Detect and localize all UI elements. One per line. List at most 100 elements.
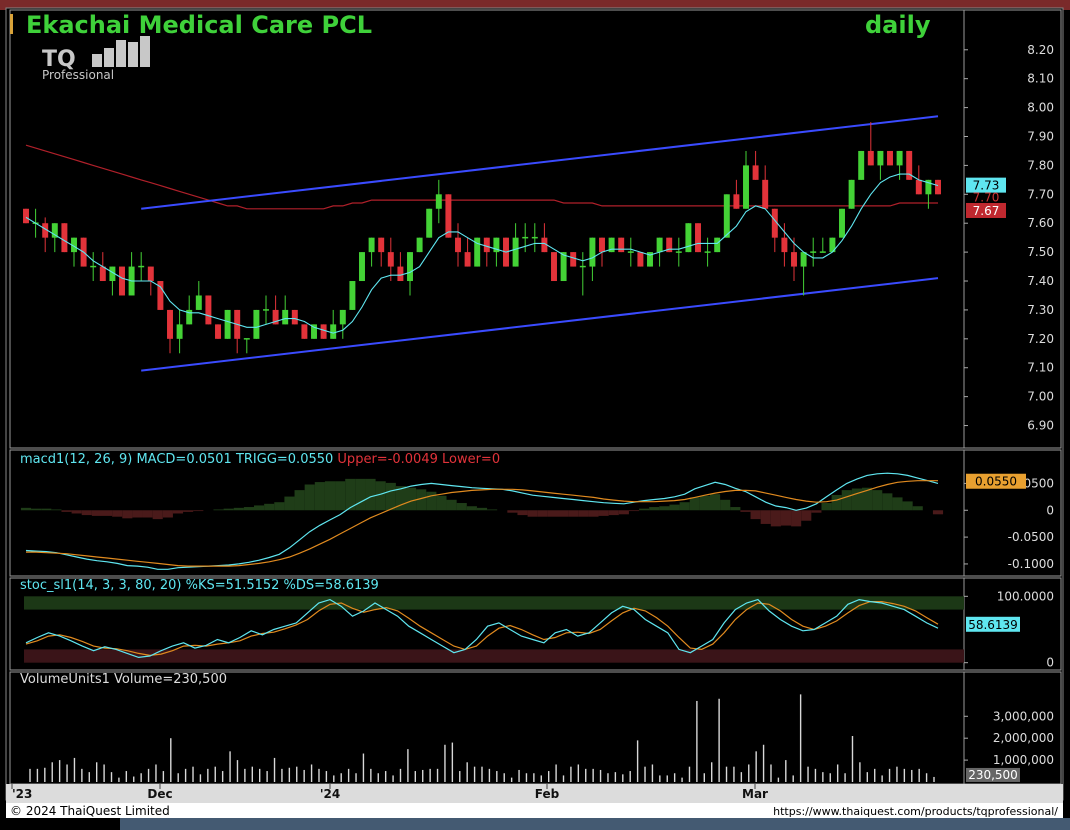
tq-logo-bar-3 [116, 40, 126, 67]
macd-histogram-bar [821, 503, 832, 511]
candle-body [858, 150, 865, 180]
macd-histogram-bar [122, 510, 133, 519]
macd-histogram-bar [264, 503, 275, 511]
macd-histogram-bar [902, 501, 913, 511]
macd-histogram-bar [558, 510, 569, 517]
candle-body [551, 252, 557, 282]
tq-logo-bar-5 [140, 36, 150, 67]
macd-histogram-bar [882, 493, 893, 511]
price-tick-label: 7.20 [1027, 332, 1054, 346]
candle-body [387, 252, 394, 267]
tq-logo-text: TQ [42, 47, 76, 72]
overbought-zone [24, 596, 964, 610]
macd-label-extra: Upper=-0.0049 Lower=0 [337, 452, 500, 467]
last-price-label: 7.73 [973, 179, 1000, 193]
macd-histogram-bar [142, 510, 153, 518]
macd-histogram-bar [51, 509, 62, 511]
candle-body [455, 237, 461, 253]
candle-body [493, 237, 500, 253]
footer-strip [6, 803, 1063, 818]
candle-body [647, 252, 653, 267]
candle-body [743, 165, 749, 209]
macd-histogram-bar [152, 510, 163, 520]
trigger-line [26, 480, 938, 567]
volume-tick-label: 2,000,000 [993, 731, 1054, 745]
macd-value-tag [966, 473, 1026, 489]
macd-histogram-bar [243, 507, 254, 511]
macd-axis-panel [963, 449, 1062, 577]
candle-body [330, 324, 337, 339]
macd-histogram-bar [628, 510, 640, 512]
stoch-d-line [25, 601, 939, 657]
volume-value-label: 230,500 [968, 768, 1018, 782]
price-tick-label: 7.70 [1027, 187, 1054, 201]
stoch-value-tag [966, 616, 1020, 632]
candle-body [426, 208, 433, 238]
stoch-value-label: 58.6139 [968, 618, 1018, 632]
candle-body [599, 237, 605, 253]
candle-body [541, 237, 548, 253]
macd-tick-label: 0 [1046, 503, 1054, 517]
candle-body [925, 179, 932, 195]
candle-body [733, 194, 740, 209]
macd-histogram-bar [618, 510, 629, 515]
macd-histogram-bar [284, 496, 295, 511]
candle-body [167, 309, 173, 339]
macd-histogram-bar [699, 495, 710, 511]
candle-body [435, 194, 442, 209]
macd-histogram-bar [669, 504, 680, 511]
price-tick-label: 6.90 [1027, 419, 1054, 433]
macd-histogram-bar [112, 510, 123, 517]
macd-histogram-bar [426, 491, 437, 511]
stoch-tick-label: 0 [1046, 656, 1054, 670]
volume-axis-panel [963, 671, 1062, 785]
ma-short-line [25, 173, 939, 334]
candle-body [762, 179, 769, 209]
macd-histogram-bar [912, 506, 923, 511]
macd-histogram-bar [801, 510, 812, 521]
candle-body [512, 237, 519, 267]
macd-histogram-bar [446, 499, 457, 511]
macd-histogram-bar [172, 510, 184, 514]
macd-histogram-bar [335, 481, 346, 511]
macd-histogram-bar [537, 510, 548, 517]
macd-histogram-bar [547, 510, 558, 517]
macd-histogram-bar [740, 510, 751, 512]
x-axis: '23 Dec '24 Feb Mar [11, 784, 768, 801]
footer-url: https://www.thaiquest.com/products/tqpro… [773, 805, 1058, 818]
price-tick-label: 7.00 [1027, 390, 1054, 404]
price-tick-label: 7.60 [1027, 216, 1054, 230]
tq-logo-bar-2 [104, 48, 114, 67]
macd-histogram-bar [720, 499, 731, 511]
candle-body [474, 237, 481, 267]
macd-histogram-bar [517, 510, 528, 516]
price-tick-label: 7.30 [1027, 303, 1054, 317]
candle-body [61, 223, 68, 253]
candle-body [147, 266, 154, 282]
price-tick-label: 7.40 [1027, 274, 1054, 288]
macd-value-label: 0.0550 [975, 475, 1017, 489]
candle-body [253, 309, 260, 339]
ma-long-tag [966, 202, 1006, 218]
tq-logo: TQ Professional [42, 36, 150, 82]
ma-long-label: 7.67 [973, 204, 1000, 218]
macd-histogram-bar [679, 502, 690, 511]
candle-body [791, 252, 797, 267]
footer-copyright: © 2024 ThaiQuest Limited [10, 804, 170, 818]
macd-histogram-bar [294, 490, 305, 511]
macd-histogram-bar [791, 510, 802, 527]
macd-histogram-bar [71, 510, 82, 514]
candle-body [42, 223, 49, 238]
macd-histogram-bar [385, 482, 396, 511]
candle-body [176, 324, 183, 339]
candle-body [685, 223, 692, 253]
candle-body [291, 309, 298, 325]
macd-histogram-bar [770, 510, 781, 527]
candle-body [464, 252, 471, 267]
candle-body [656, 237, 663, 253]
macd-histogram-bar [932, 510, 944, 515]
candle-body [359, 252, 365, 282]
macd-histogram-bar [183, 510, 194, 512]
macd-histogram-bar [527, 510, 538, 517]
